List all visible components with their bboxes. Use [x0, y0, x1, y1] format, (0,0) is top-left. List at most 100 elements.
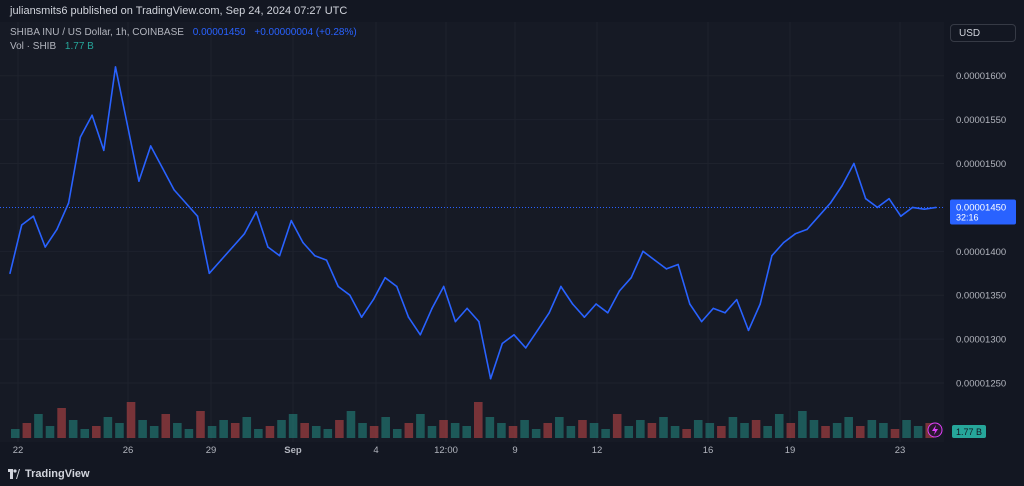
volume-bar: [531, 429, 541, 438]
volume-bar: [300, 423, 309, 438]
y-tick-label: 0.00001500: [956, 159, 1006, 170]
volume-bar: [68, 420, 78, 438]
price-line[interactable]: [9, 66, 937, 380]
price-point: [466, 307, 468, 310]
price-point: [396, 285, 398, 288]
volume-bar: [520, 420, 529, 438]
volume-bar: [277, 420, 286, 438]
price-point: [360, 316, 363, 318]
legend-price: 0.00001450: [192, 27, 246, 38]
price-point: [771, 254, 773, 257]
price-point: [677, 263, 679, 266]
volume-bar: [867, 420, 877, 438]
volume-bar: [323, 429, 333, 438]
price-point: [700, 320, 703, 323]
price-point: [454, 320, 457, 323]
footer: [0, 462, 1024, 486]
volume-bar: [555, 417, 564, 438]
price-point: [888, 197, 890, 200]
price-point: [313, 254, 316, 257]
x-tick-label: 29: [206, 445, 217, 456]
volume-badge-label: 1.77 B: [956, 427, 982, 437]
top-bar: juliansmits6 published on TradingView.co…: [0, 0, 1024, 22]
volume-bar: [647, 423, 657, 438]
price-point: [302, 241, 304, 244]
volume-bar: [416, 414, 425, 438]
volume-legend[interactable]: Vol · SHIB 1.77 B: [10, 41, 94, 52]
price-point: [384, 276, 386, 279]
price-point: [149, 145, 152, 147]
price-point: [9, 272, 11, 275]
legend-change: +0.00000004 (+0.28%): [254, 27, 357, 38]
volume-bar: [219, 420, 228, 438]
x-tick-label: 12:00: [434, 445, 458, 456]
price-point: [782, 241, 785, 244]
volume-bar: [184, 429, 194, 438]
price-point: [571, 303, 574, 305]
volume-bar: [11, 429, 20, 438]
price-point: [267, 246, 269, 248]
price-point: [278, 254, 281, 257]
price-point: [255, 211, 257, 213]
volume-bar: [57, 408, 66, 438]
volume-bar: [902, 420, 911, 438]
price-point: [243, 232, 246, 235]
volume-bar: [601, 429, 610, 438]
price-point: [325, 259, 328, 261]
price-point: [618, 290, 621, 292]
last-price-label: 0.00001450: [956, 202, 1006, 213]
chart-pane[interactable]: [0, 22, 944, 442]
price-point: [630, 276, 633, 279]
volume-bar: [798, 411, 807, 438]
y-tick-label: 0.00001400: [956, 247, 1006, 258]
price-point: [431, 307, 433, 310]
x-tick-label: 9: [512, 445, 517, 456]
y-tick-label: 0.00001300: [956, 335, 1006, 346]
price-point: [817, 215, 820, 218]
volume-bar: [890, 429, 900, 438]
price-point: [548, 312, 550, 314]
price-point: [196, 215, 199, 218]
volume-bar: [450, 423, 460, 438]
volume-bar: [670, 426, 680, 438]
price-point: [642, 250, 644, 253]
volume-bar: [358, 423, 367, 438]
price-point: [442, 285, 445, 288]
price-point: [185, 202, 187, 204]
y-tick-label: 0.00001550: [956, 115, 1006, 126]
volume-value: 1.77 B: [64, 41, 94, 52]
volume-bar: [230, 423, 240, 438]
price-point: [91, 114, 93, 117]
x-tick-label: 26: [123, 445, 134, 456]
tradingview-logo[interactable]: TradingView: [8, 468, 90, 480]
price-point: [208, 272, 211, 275]
volume-bar: [196, 411, 205, 438]
volume-bar: [717, 426, 726, 438]
price-point: [853, 162, 855, 165]
price-point: [759, 303, 761, 305]
volume-bar: [369, 426, 379, 438]
volume-bar: [508, 426, 518, 438]
volume-bar: [34, 414, 43, 438]
volume-bar: [693, 420, 703, 438]
tradingview-logo-icon: [8, 469, 20, 479]
symbol-legend[interactable]: SHIBA INU / US Dollar, 1h, COINBASE 0.00…: [10, 27, 357, 38]
volume-bar: [254, 429, 263, 438]
price-point: [56, 228, 58, 231]
price-point: [32, 215, 35, 218]
volume-bar: [242, 417, 252, 438]
price-point: [560, 285, 562, 288]
currency-selector[interactable]: USD: [950, 24, 1016, 42]
volume-bar: [497, 423, 506, 438]
volume-bar: [92, 426, 101, 438]
countdown-label: 32:16: [956, 212, 979, 222]
volume-bar: [682, 429, 691, 438]
volume-bar: [855, 426, 865, 438]
volume-bar: [636, 420, 645, 438]
y-tick-label: 0.00001250: [956, 379, 1006, 390]
volume-bar: [763, 426, 772, 438]
volume-bar: [543, 423, 553, 438]
volume-bar: [149, 426, 159, 438]
price-point: [653, 259, 656, 261]
